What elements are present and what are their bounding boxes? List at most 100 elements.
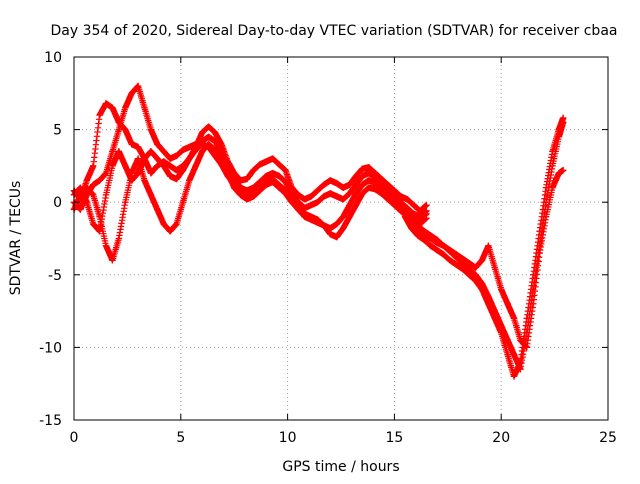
data-point [408, 225, 415, 232]
data-point [218, 161, 225, 168]
data-point [269, 155, 276, 162]
data-point [453, 251, 460, 258]
y-tick-label: -5 [48, 268, 62, 284]
data-point [295, 204, 302, 212]
data-point [237, 190, 244, 197]
data-point [391, 201, 398, 209]
data-point [365, 169, 372, 177]
data-point [352, 181, 360, 188]
data-point [128, 177, 135, 184]
series-trace-f [401, 114, 567, 380]
data-point [510, 351, 518, 358]
data-point [179, 167, 187, 174]
data-point [371, 174, 379, 181]
data-point [141, 177, 148, 184]
data-point [205, 143, 212, 151]
data-point [320, 193, 328, 200]
data-point [359, 165, 366, 173]
data-point [102, 100, 110, 107]
data-point [211, 129, 219, 136]
data-point [154, 155, 161, 162]
data-point [141, 155, 148, 162]
data-point [408, 213, 415, 220]
data-point [549, 184, 556, 191]
data-point [166, 172, 174, 180]
data-point [288, 196, 296, 203]
data-point [90, 162, 97, 170]
data-point [102, 242, 110, 249]
data-point [365, 177, 372, 184]
data-point [109, 162, 116, 170]
data-point [166, 155, 174, 162]
data-point [96, 228, 103, 235]
plot-frame [73, 56, 609, 421]
data-point [478, 286, 486, 293]
data-point [160, 220, 167, 228]
data-point [250, 167, 257, 174]
data-point [378, 190, 385, 197]
data-point [433, 246, 441, 254]
data-point [211, 152, 219, 159]
data-point [478, 257, 486, 264]
data-point [275, 181, 283, 188]
data-point [173, 152, 180, 159]
data-point [423, 214, 430, 222]
data-point [339, 184, 347, 191]
data-point [517, 336, 524, 344]
data-point [263, 158, 270, 165]
data-point [192, 162, 199, 170]
data-point [83, 184, 91, 191]
data-point [154, 162, 161, 170]
data-point [179, 199, 187, 206]
data-point [465, 271, 473, 278]
data-point [427, 232, 434, 239]
data-point [147, 191, 155, 199]
data-point [186, 177, 193, 184]
data-point [401, 206, 409, 213]
data-point [301, 196, 308, 203]
data-point [404, 196, 411, 203]
data-point [359, 181, 366, 188]
data-point [109, 257, 116, 264]
data-point [295, 191, 302, 199]
data-point [186, 143, 193, 151]
data-point [282, 187, 289, 194]
data-point [256, 161, 264, 168]
data-point [122, 126, 129, 133]
data-point [504, 300, 511, 308]
data-point [327, 177, 334, 184]
data-point [333, 193, 340, 200]
data-point [134, 155, 142, 162]
series-markers [401, 167, 567, 351]
data-point [320, 181, 328, 188]
data-point [179, 146, 187, 154]
data-point [198, 129, 206, 136]
x-tick-label: 10 [279, 430, 297, 446]
data-point [346, 190, 353, 197]
data-point [485, 242, 492, 249]
data-point [307, 201, 315, 209]
data-point [173, 220, 180, 228]
data-series [70, 82, 567, 380]
data-point [339, 225, 347, 232]
data-point [542, 184, 550, 191]
data-point [371, 180, 379, 187]
data-point [134, 143, 142, 151]
data-point [83, 177, 91, 184]
data-point [384, 196, 392, 203]
data-point [339, 213, 347, 220]
data-point [346, 213, 353, 220]
data-point [109, 104, 116, 112]
x-tick-label: 15 [385, 430, 403, 446]
data-point [122, 104, 129, 112]
data-point [530, 300, 537, 308]
y-tick-label: 10 [44, 50, 62, 66]
axis-ticks: 0 5 10 15 20 25 -15 -10 -5 0 5 10 [39, 50, 617, 446]
data-point [128, 140, 135, 148]
data-point [414, 232, 422, 239]
x-tick-label: 20 [492, 430, 510, 446]
data-point [314, 199, 321, 206]
data-point [414, 222, 422, 229]
data-point [160, 148, 167, 155]
